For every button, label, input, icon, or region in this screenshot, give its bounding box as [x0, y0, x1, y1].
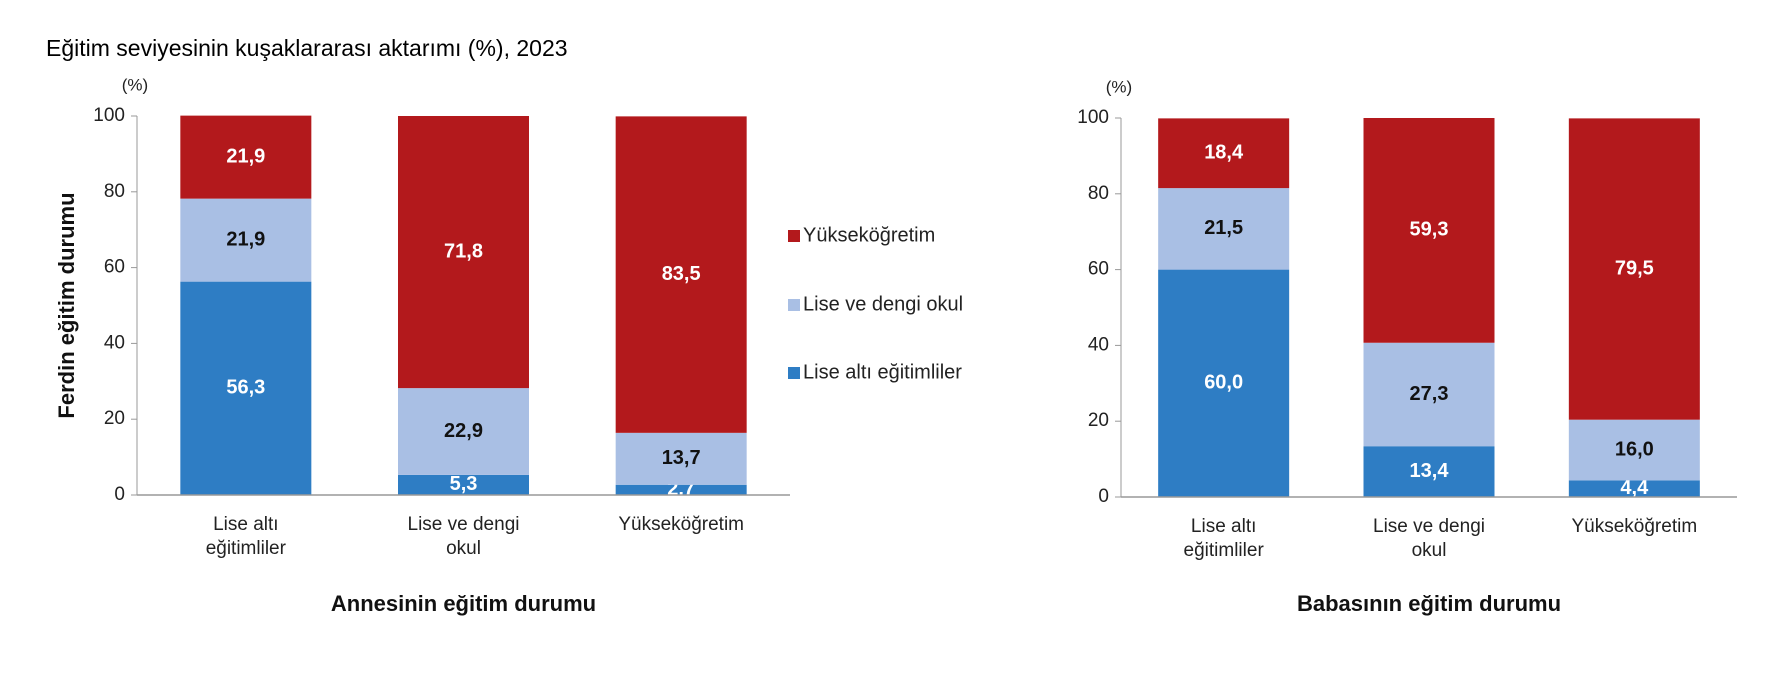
y-tick-label: 100 — [1077, 107, 1109, 128]
bar-segment — [1363, 118, 1495, 343]
x-axis-title: Annesinin eğitim durumu — [331, 591, 596, 616]
bar-segment — [1158, 188, 1290, 270]
y-tick-label: 80 — [1088, 183, 1109, 204]
data-label: 21,5 — [1204, 217, 1243, 239]
bar-segment — [398, 116, 529, 389]
y-tick-label: 20 — [104, 408, 125, 429]
y-tick-label: 80 — [104, 181, 125, 202]
y-tick-label: 40 — [104, 332, 125, 353]
legend-label: Lise ve dengi okul — [803, 293, 963, 315]
legend-label: Yükseköğretim — [803, 224, 935, 246]
y-axis-title: Ferdin eğitim durumu — [54, 192, 79, 418]
y-unit: (%) — [122, 75, 148, 94]
bar-segment — [615, 432, 747, 485]
y-tick-label: 40 — [1088, 334, 1109, 355]
data-label: 4,4 — [1620, 477, 1649, 499]
y-tick-label: 0 — [1098, 486, 1109, 507]
bar-segment — [180, 115, 312, 199]
bar-segment — [1158, 269, 1290, 497]
data-label: 60,0 — [1204, 372, 1243, 394]
bar-segment — [1363, 342, 1495, 447]
bar-segment — [1568, 118, 1700, 420]
y-tick-label: 60 — [104, 257, 125, 278]
bar-segment — [615, 484, 747, 495]
x-axis-title: Babasının eğitim durumu — [1297, 591, 1561, 616]
data-label: 21,9 — [226, 228, 265, 250]
y-unit: (%) — [1106, 77, 1132, 96]
bar-segment — [398, 474, 529, 495]
bar-segment — [615, 116, 747, 433]
data-label: 27,3 — [1410, 383, 1449, 405]
data-label: 21,9 — [226, 145, 265, 167]
y-tick-label: 20 — [1088, 410, 1109, 431]
x-tick-label: Lise altı eğitimliler — [206, 514, 287, 559]
bar-segment — [1363, 446, 1495, 497]
bar-segment — [1158, 118, 1290, 189]
legend-swatch — [788, 299, 800, 311]
data-label: 13,7 — [662, 447, 701, 469]
data-label: 16,0 — [1615, 438, 1654, 460]
data-label: 83,5 — [662, 263, 701, 285]
x-tick-label: Yükseköğretim — [618, 514, 744, 535]
data-label: 22,9 — [444, 420, 483, 442]
bar-segment — [1568, 480, 1700, 497]
x-tick-label: Yükseköğretim — [1571, 516, 1697, 537]
x-tick-label: Lise altı eğitimliler — [1184, 516, 1265, 561]
data-label: 5,3 — [450, 473, 478, 495]
bar-segment — [1568, 419, 1700, 481]
y-tick-label: 60 — [1088, 259, 1109, 280]
data-label: 56,3 — [226, 377, 265, 399]
x-tick-label: Lise ve dengi okul — [408, 514, 520, 559]
data-label: 79,5 — [1615, 257, 1654, 279]
bar-segment — [398, 388, 529, 475]
bar-segment — [180, 281, 312, 495]
page-title: Eğitim seviyesinin kuşaklararası aktarım… — [46, 35, 568, 61]
data-label: 18,4 — [1204, 142, 1244, 164]
y-tick-label: 0 — [114, 484, 125, 505]
data-label: 13,4 — [1410, 460, 1450, 482]
y-tick-label: 100 — [93, 105, 125, 126]
legend-label: Lise altı eğitimliler — [803, 361, 962, 383]
x-tick-label: Lise ve dengi okul — [1373, 516, 1485, 561]
data-label: 71,8 — [444, 240, 483, 262]
legend-swatch — [788, 367, 800, 379]
data-label: 59,3 — [1410, 219, 1449, 241]
bar-segment — [180, 198, 312, 282]
legend-swatch — [788, 230, 800, 242]
